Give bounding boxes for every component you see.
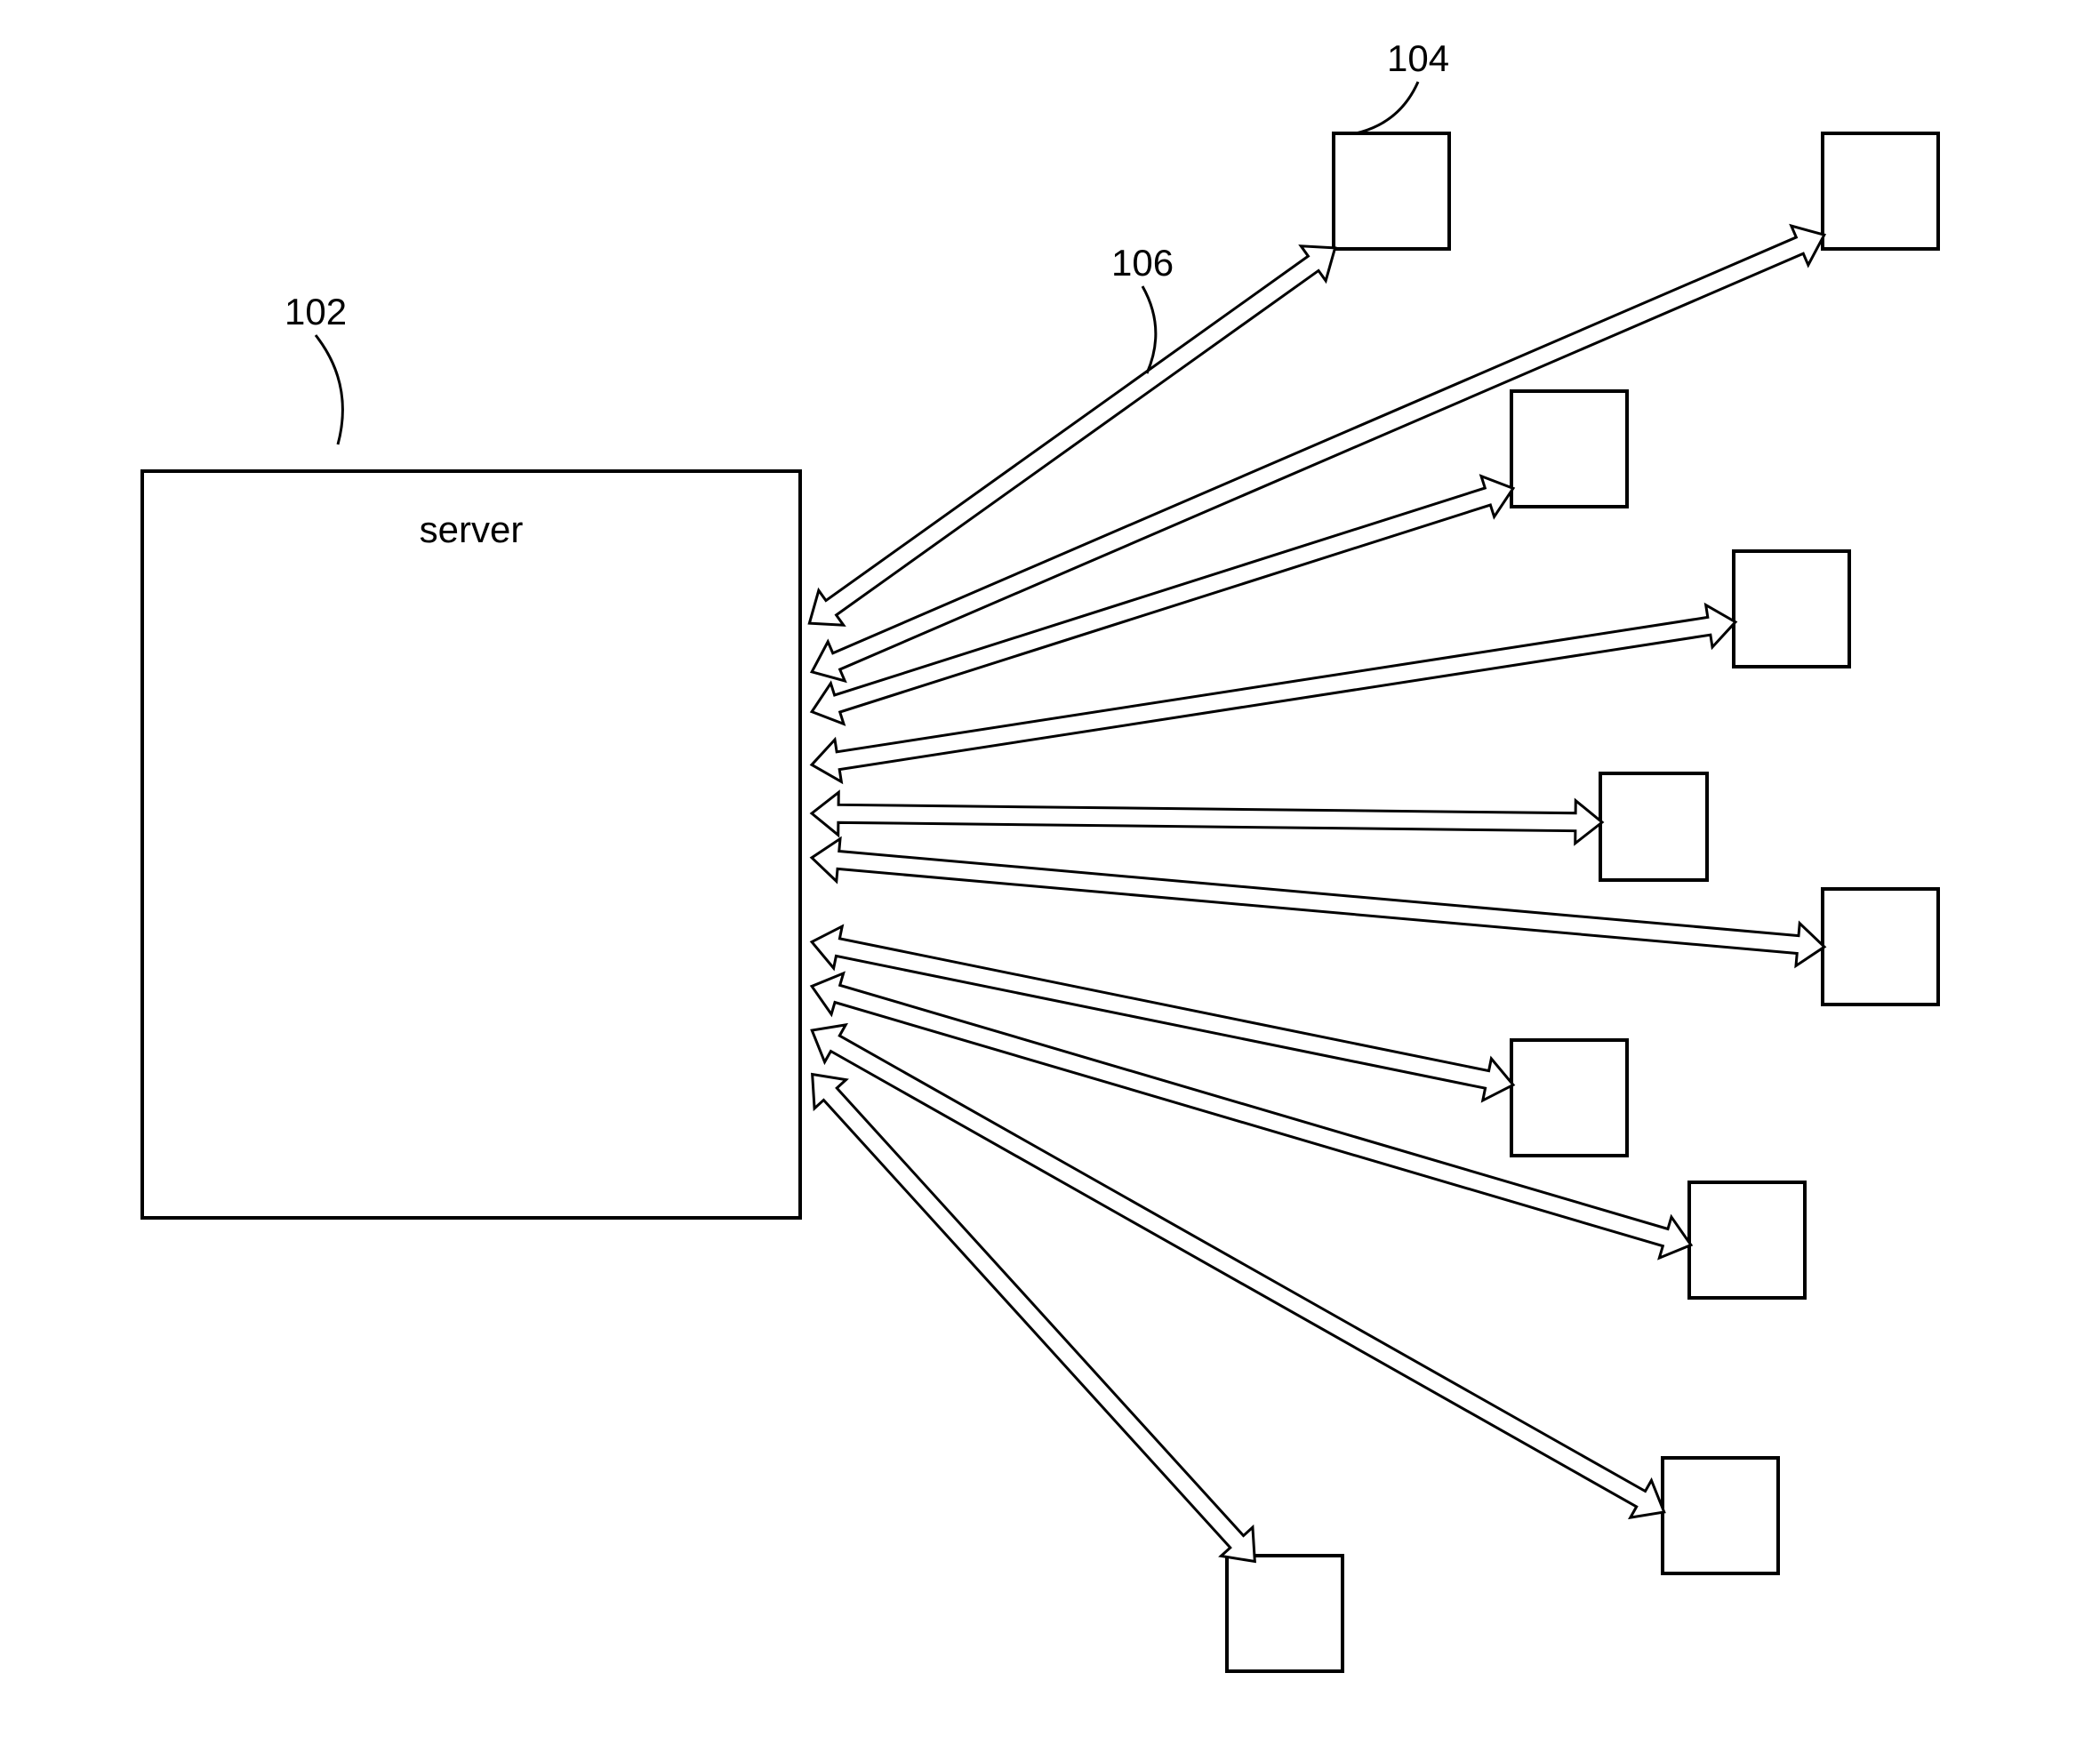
client-box (1511, 391, 1627, 507)
client-box (1511, 1040, 1627, 1156)
server-box (142, 471, 800, 1218)
callout-label: 104 (1387, 37, 1449, 79)
connection-arrow (812, 226, 1824, 681)
diagram-canvas: server 102 104 106 (0, 0, 2100, 1753)
client-box (1663, 1458, 1778, 1573)
connection-arrow (812, 605, 1735, 782)
server-label: server (420, 508, 524, 550)
callout-label: 102 (285, 291, 347, 332)
callout-tick (1142, 286, 1156, 373)
client-box (1600, 773, 1707, 880)
connection-arrow (812, 1025, 1663, 1517)
client-box (1334, 133, 1449, 249)
connection-arrow (812, 792, 1602, 843)
callout-tick (316, 335, 342, 444)
client-box (1227, 1556, 1343, 1671)
client-box (1734, 551, 1849, 667)
connection-arrow (812, 839, 1824, 966)
client-box (1823, 889, 1938, 1005)
client-box (1823, 133, 1938, 249)
client-box (1689, 1182, 1805, 1298)
callout-tick (1356, 82, 1418, 133)
callout-label: 106 (1111, 242, 1174, 284)
